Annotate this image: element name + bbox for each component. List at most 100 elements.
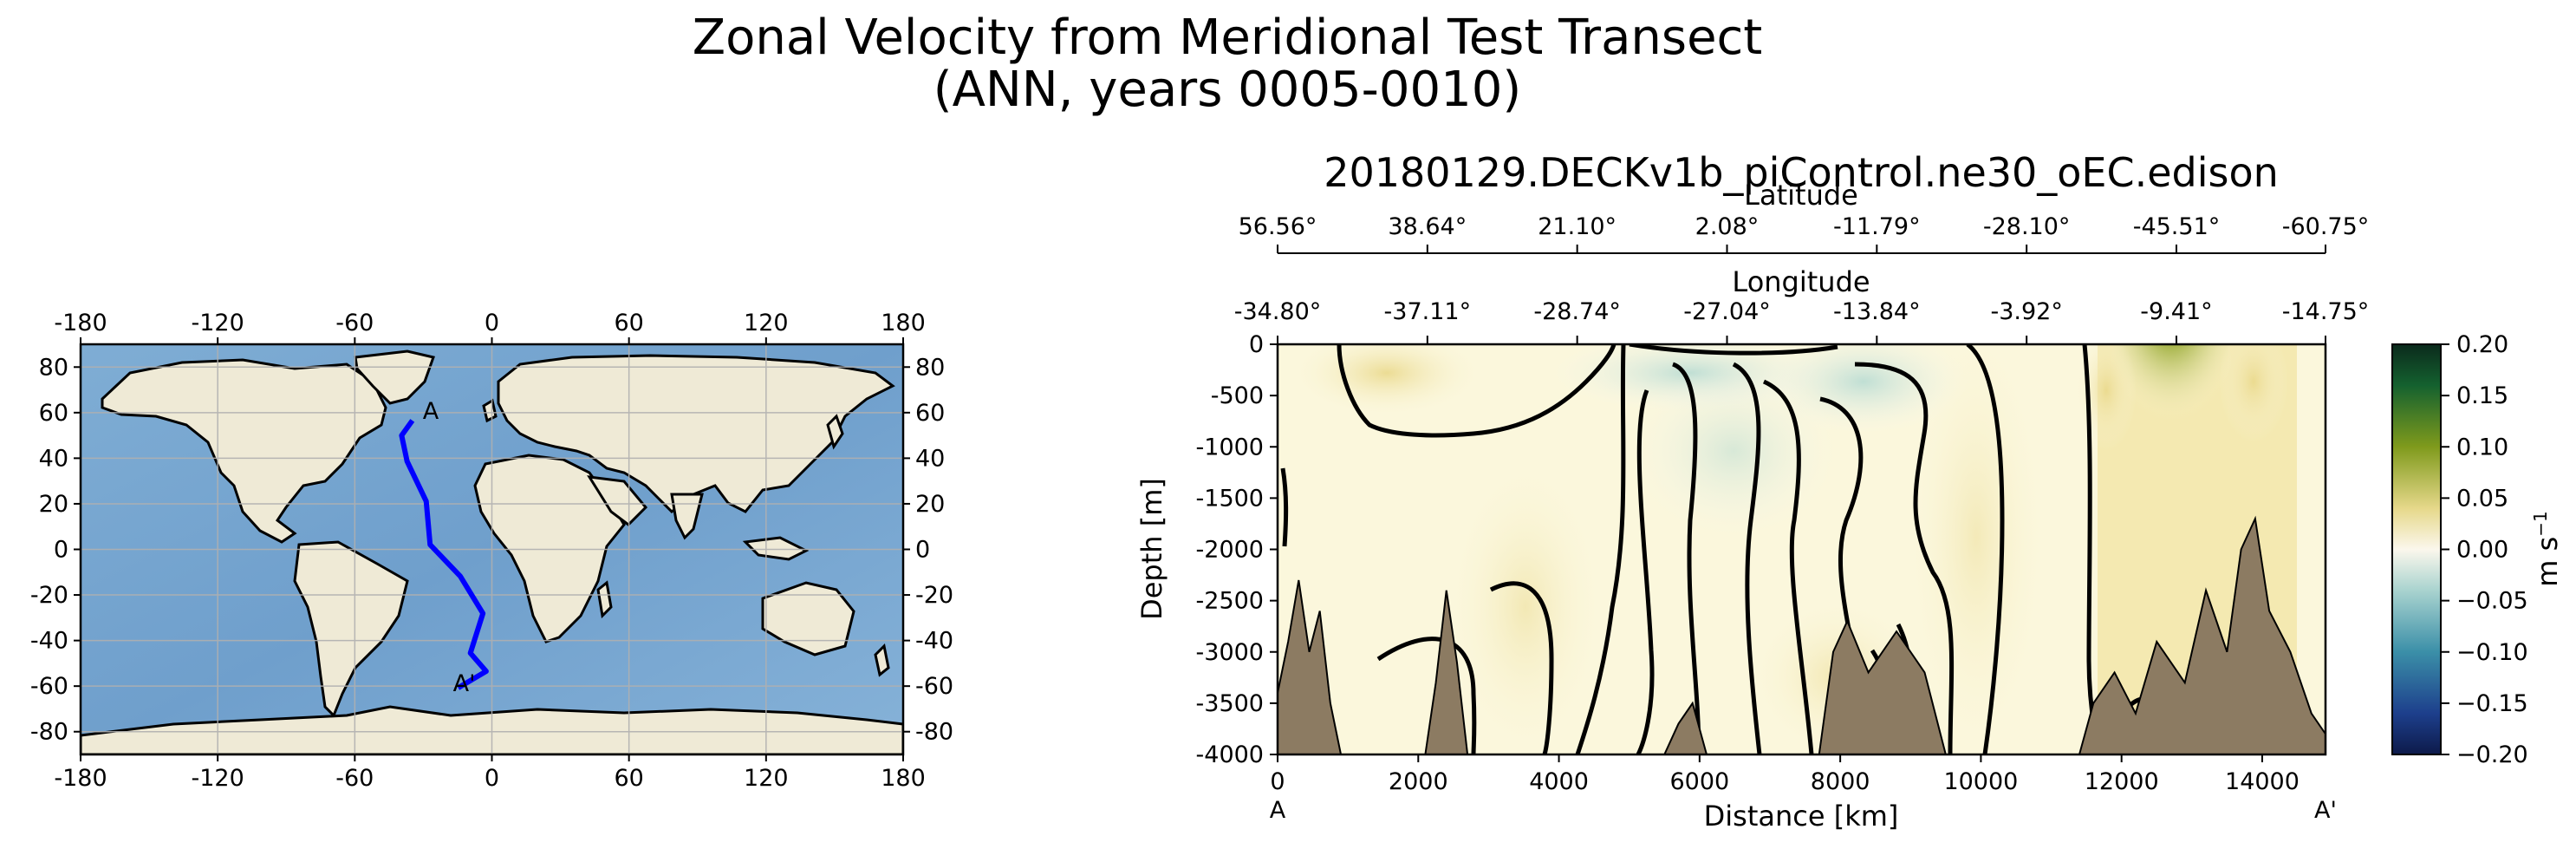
figure-title-line2: (ANN, years 0005-0010) xyxy=(933,62,1522,118)
map-lat-tick-label-right: -40 xyxy=(915,628,953,655)
contour-line xyxy=(1966,344,2005,754)
map-lon-tick-label-bottom: -120 xyxy=(192,765,244,792)
colorbar-ticks: 0.20 0.15 0.10 0.05 0.00 −0.05 −0.10 −0.15 −0.20 xyxy=(2441,331,2528,768)
colorbar-tick-label: 0.15 xyxy=(2456,382,2508,409)
map-lon-tick-label-bottom: -60 xyxy=(335,765,374,792)
latitude-tick-label: -45.51° xyxy=(2133,213,2221,240)
contour-line xyxy=(1636,389,1655,754)
section-x-tick-label: 12000 xyxy=(2085,768,2159,795)
section-y-tick-label: -2000 xyxy=(1196,537,1264,564)
map-lon-tick-label-bottom: 60 xyxy=(614,765,643,792)
section-y-tick-label: -2500 xyxy=(1196,588,1264,615)
latitude-tick-label: -60.75° xyxy=(2282,213,2370,240)
longitude-tick-label: -13.84° xyxy=(1833,298,1921,325)
map-lat-tick-label-right: 80 xyxy=(915,354,945,381)
section-y-ticks: 0 -500 -1000 -1500 -2000 -2500 -3000 -3500 -4000 xyxy=(1196,331,1278,768)
map-lat-tick-label-left: 20 xyxy=(39,491,68,518)
map-lon-tick-label-top: 60 xyxy=(614,310,643,336)
landmass-japan xyxy=(826,414,844,450)
section-y-tick-label: -500 xyxy=(1211,382,1264,409)
map-lon-tick-label-bottom: 0 xyxy=(485,765,499,792)
map-lon-tick-label-bottom: 180 xyxy=(881,765,926,792)
map-lon-tick-label-bottom: -180 xyxy=(54,765,107,792)
latitude-tick-label: 38.64° xyxy=(1388,213,1467,240)
map-lat-tick-label-left: 40 xyxy=(39,445,68,472)
colorbar-label: m s−1 xyxy=(2530,511,2564,587)
latitude-tick-label: 56.56° xyxy=(1239,213,1317,240)
map-lat-tick-label-right: 40 xyxy=(915,445,945,472)
map-lon-tick-label-bottom: 120 xyxy=(744,765,789,792)
landmass-madagascar xyxy=(596,580,613,619)
landmass-uk xyxy=(482,398,498,423)
colorbar-units-exponent: −1 xyxy=(2530,511,2551,536)
section-x-tick-label: 4000 xyxy=(1529,768,1589,795)
landmass-arabia xyxy=(587,475,648,526)
map-lat-tick-label-right: 60 xyxy=(915,400,945,427)
landmass-maritime-se-asia xyxy=(742,536,810,561)
map-lat-tick-label-left: -20 xyxy=(30,582,68,609)
longitude-axis-label: Longitude xyxy=(1732,265,1870,298)
colorbar: 0.20 0.15 0.10 0.05 0.00 −0.05 −0.10 −0.15 −0.20… xyxy=(2391,331,2564,768)
transect-line xyxy=(399,419,489,690)
longitude-tick-label: -27.04° xyxy=(1683,298,1771,325)
latitude-axis-label: Latitude xyxy=(1744,179,1858,212)
contour-line xyxy=(1671,362,1701,754)
contour-line xyxy=(1575,344,1626,754)
section-start-label: A xyxy=(1270,797,1286,824)
landmass-new-zealand xyxy=(874,643,890,677)
contour-line xyxy=(1489,581,1554,754)
section-end-label: A' xyxy=(2314,797,2337,824)
map-lon-tick-label-top: -60 xyxy=(335,310,374,336)
section-y-tick-label: -1000 xyxy=(1196,434,1264,460)
contour-line xyxy=(1732,362,1762,754)
section-title: 20180129.DECKv1b_piControl.ne30_oEC.edis… xyxy=(1324,149,2279,196)
velocity-contours xyxy=(1280,344,2161,754)
landmass-eurasia xyxy=(497,354,895,514)
section-y-tick-label: -3500 xyxy=(1196,690,1264,717)
section-field xyxy=(1278,344,2326,754)
colorbar-tick-label: 0.20 xyxy=(2456,331,2508,358)
contour-line xyxy=(1280,467,1289,547)
map-lat-tick-label-left: -80 xyxy=(30,719,68,746)
colorbar-units: m s xyxy=(2531,537,2564,587)
map-lon-tick-label-top: 180 xyxy=(881,310,926,336)
section-y-tick-label: -4000 xyxy=(1196,741,1264,768)
colorbar-tick-label: −0.15 xyxy=(2456,690,2528,717)
longitude-ticks: -34.80° -37.11° -28.74° -27.04° -13.84° -3.92… xyxy=(1234,298,2370,344)
contour-line xyxy=(1629,344,1838,356)
latitude-tick-label: 21.10° xyxy=(1538,213,1617,240)
landmass-australia xyxy=(761,581,855,656)
figure-title-line1: Zonal Velocity from Meridional Test Tran… xyxy=(693,10,1763,66)
land-masses xyxy=(81,349,903,754)
bathymetry xyxy=(1278,515,2326,754)
latitude-tick-label: -28.10° xyxy=(1983,213,2071,240)
velocity-section-panel: 20180129.DECKv1b_piControl.ne30_oEC.edis… xyxy=(1135,149,2369,833)
latitude-tick-label: 2.08° xyxy=(1695,213,1760,240)
colorbar-scale xyxy=(2391,343,2442,755)
section-x-tick-label: 6000 xyxy=(1669,768,1729,795)
colorbar-tick-label: −0.10 xyxy=(2456,639,2528,666)
section-y-tick-label: -3000 xyxy=(1196,639,1264,666)
longitude-tick-label: -37.11° xyxy=(1384,298,1472,325)
map-lon-tick-label-top: -180 xyxy=(54,310,107,336)
section-x-ticks: 0 2000 4000 6000 8000 10000 12000 14000 xyxy=(1270,754,2300,795)
colorbar-tick-label: 0.00 xyxy=(2456,537,2508,564)
landmass-south-america xyxy=(293,540,409,718)
map-lon-tick-label-top: 0 xyxy=(485,310,499,336)
section-y-tick-label: -1500 xyxy=(1196,485,1264,512)
latitude-tick-label: -11.79° xyxy=(1833,213,1921,240)
colorbar-tick-label: 0.10 xyxy=(2456,434,2508,460)
contour-line xyxy=(1854,362,1955,754)
contour-line xyxy=(1762,379,1814,754)
map-lon-tick-label-top: 120 xyxy=(744,310,789,336)
longitude-tick-label: -28.74° xyxy=(1533,298,1621,325)
section-y-axis-label: Depth [m] xyxy=(1135,478,1168,620)
latitude-ticks: 56.56° 38.64° 21.10° 2.08° -11.79° -28.10° -45… xyxy=(1239,213,2370,253)
map-lat-tick-label-left: -60 xyxy=(30,673,68,700)
longitude-tick-label: -3.92° xyxy=(1990,298,2062,325)
section-x-axis-label: Distance [km] xyxy=(1704,800,1899,833)
longitude-tick-label: -14.75° xyxy=(2282,298,2370,325)
map-lat-tick-label-right: -80 xyxy=(915,719,953,746)
section-x-tick-label: 2000 xyxy=(1389,768,1448,795)
